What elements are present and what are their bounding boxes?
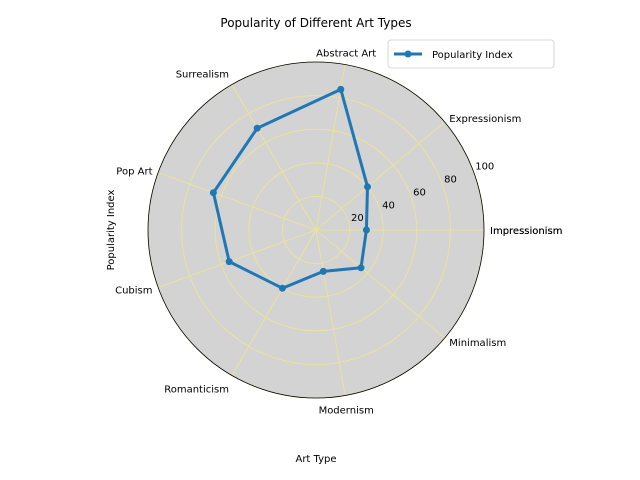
grid-spoke — [231, 229, 317, 376]
grid-spoke — [231, 84, 317, 231]
data-point — [337, 85, 345, 93]
category-label: Cubism — [115, 286, 152, 297]
data-point — [253, 124, 261, 132]
data-point — [364, 183, 371, 191]
legend-point-marker — [404, 50, 412, 58]
polar-outline — [147, 61, 485, 399]
r-tick-label: 60 — [413, 187, 426, 198]
category-label: Impressionism — [490, 226, 562, 237]
data-point — [357, 264, 365, 272]
category-label: Modernism — [319, 405, 374, 416]
grid-spoke — [315, 121, 445, 231]
grid-spoke — [157, 229, 317, 288]
data-point — [225, 258, 233, 266]
r-tick-label: 100 — [475, 162, 494, 173]
y-axis-label: Popularity Index — [106, 190, 117, 271]
category-label: Minimalism — [449, 338, 506, 349]
category-label: Romanticism — [164, 385, 229, 396]
grid-spoke — [315, 229, 445, 339]
category-label: Surrealism — [176, 69, 229, 80]
legend-label: Popularity Index — [432, 50, 513, 61]
grid-spoke — [315, 229, 346, 396]
legend-box — [387, 39, 555, 69]
data-point — [209, 189, 217, 197]
data-point — [319, 267, 327, 275]
x-axis-label: Art Type — [295, 454, 336, 465]
chart-title: Popularity of Different Art Types — [220, 16, 411, 30]
r-tick-label: 80 — [444, 175, 457, 186]
data-point — [278, 284, 286, 292]
series-line — [211, 87, 369, 290]
category-label: Abstract Art — [316, 49, 376, 60]
legend: Popularity Index — [387, 39, 555, 69]
r-tick-label: 40 — [382, 200, 395, 211]
category-label: Pop Art — [116, 167, 152, 178]
r-tick-label: 20 — [351, 213, 364, 224]
category-label: Expressionism — [449, 114, 521, 125]
category-label: Impressionism — [490, 226, 562, 237]
data-point — [362, 226, 370, 234]
grid-spoke — [157, 172, 317, 231]
